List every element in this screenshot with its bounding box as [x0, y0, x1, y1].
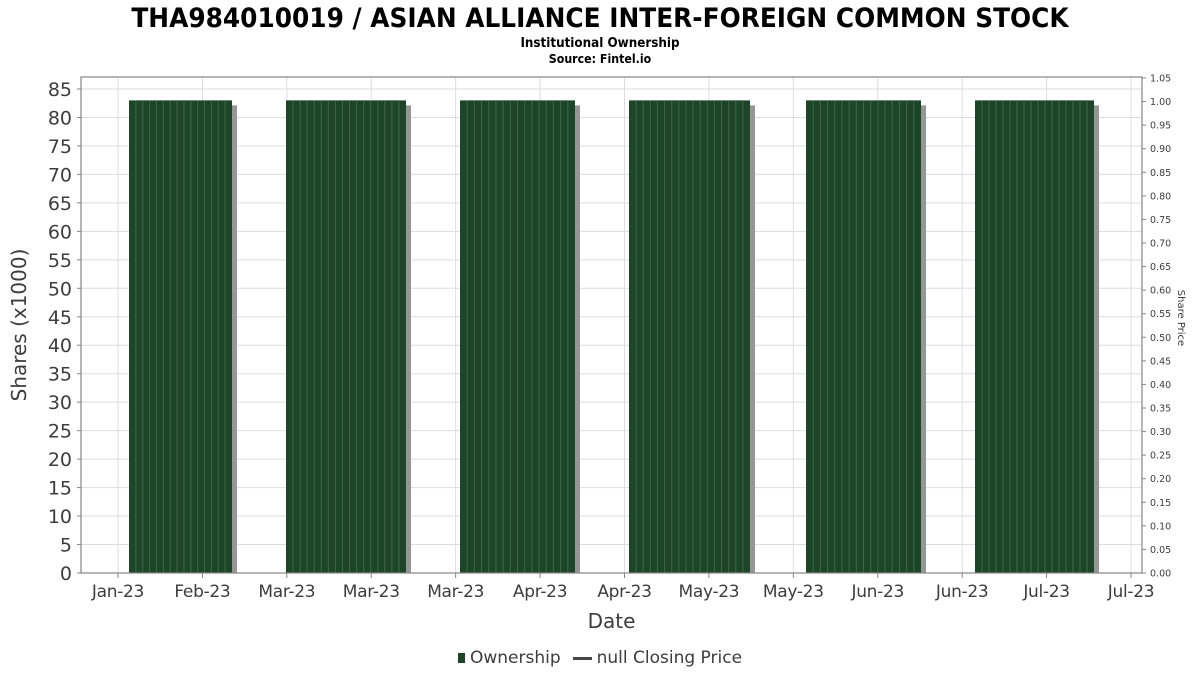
plot-border [80, 76, 1143, 574]
y-right-tick-label: 0.50 [1150, 333, 1171, 344]
x-tick-label: Mar-23 [258, 582, 315, 602]
x-tick-label: May-23 [679, 582, 740, 602]
y-left-tick-label: 5 [60, 535, 72, 557]
x-tick-label: Jun-23 [935, 582, 989, 602]
y-right-tick-label: 0.40 [1150, 380, 1171, 391]
bar-group [629, 100, 750, 573]
y-left-tick-label: 55 [48, 250, 72, 272]
y-right-tick-label: 0.00 [1150, 569, 1171, 580]
y-axis-label-right: Share Price [1175, 290, 1186, 346]
y-right-tick-label: 0.95 [1150, 121, 1171, 132]
x-tick-label: Jun-23 [850, 582, 904, 602]
y-left-tick-label: 30 [48, 392, 72, 414]
y-left-tick-label: 20 [48, 449, 72, 471]
y-left-tick-label: 25 [48, 421, 72, 443]
x-tick-label: Apr-23 [513, 582, 567, 602]
y-right-tick-label: 0.20 [1150, 474, 1171, 485]
x-tick-label: Jul-23 [1107, 582, 1154, 602]
y-left-tick-label: 85 [48, 79, 72, 101]
x-tick-label: May-23 [763, 582, 824, 602]
y-right-tick-label: 1.00 [1150, 97, 1171, 108]
y-left-tick-label: 65 [48, 193, 72, 215]
y-left-tick-label: 60 [48, 221, 72, 243]
x-tick-label: Apr-23 [597, 582, 651, 602]
x-tick-label: Jul-23 [1022, 582, 1069, 602]
y-right-tick-label: 0.65 [1150, 262, 1171, 273]
x-tick-label: Feb-23 [174, 582, 230, 602]
legend: Ownership null Closing Price [0, 644, 1200, 672]
y-right-tick-label: 1.05 [1150, 74, 1171, 85]
y-right-tick-label: 0.70 [1150, 239, 1171, 250]
y-right-tick-label: 0.60 [1150, 286, 1171, 297]
y-left-tick-label: 0 [60, 563, 72, 585]
y-right-tick-label: 0.30 [1150, 427, 1171, 438]
y-left-tick-label: 70 [48, 164, 72, 186]
chart-title: THA984010019 / ASIAN ALLIANCE INTER-FORE… [131, 3, 1069, 34]
y-right-tick-label: 0.55 [1150, 309, 1171, 320]
y-axis-right: 0.00 0.05 0.10 0.15 0.20 0.25 0.30 0.35 0.40 0.45… [1142, 74, 1171, 580]
y-left-tick-label: 15 [48, 478, 72, 500]
y-right-tick-label: 0.25 [1150, 451, 1171, 462]
y-right-tick-label: 0.35 [1150, 404, 1171, 415]
y-axis-left: 0 5 10 15 20 25 30 35 40 45 50 55 60 65 70 75 80 85 [48, 79, 81, 585]
legend-item-ownership: Ownership [457, 648, 561, 668]
y-right-tick-label: 0.80 [1150, 191, 1171, 202]
y-left-tick-label: 35 [48, 364, 72, 386]
y-left-tick-label: 80 [48, 107, 72, 129]
closing-price-line-icon [572, 656, 592, 660]
y-right-tick-label: 0.90 [1150, 144, 1171, 155]
bar-group [129, 100, 232, 573]
bar-group [975, 100, 1094, 573]
legend-item-closing-price: null Closing Price [572, 648, 743, 668]
y-left-tick-label: 50 [48, 278, 72, 300]
legend-label-closing-price: null Closing Price [596, 648, 743, 668]
x-axis: Jan-23 Feb-23 Mar-23 Mar-23 Mar-23 Apr-23 Apr-… [91, 573, 1155, 602]
bar-group [286, 100, 406, 573]
chart-subtitle: Institutional Ownership [520, 36, 680, 51]
legend-label-ownership: Ownership [469, 648, 561, 668]
y-left-tick-label: 40 [48, 335, 72, 357]
y-right-tick-label: 0.15 [1150, 498, 1171, 509]
y-right-tick-label: 0.10 [1150, 521, 1171, 532]
y-left-tick-label: 10 [48, 506, 72, 528]
y-right-tick-label: 0.45 [1150, 356, 1171, 367]
chart-source: Source: Fintel.io [548, 52, 652, 66]
y-axis-label-left: Shares (x1000) [7, 249, 31, 402]
y-right-tick-label: 0.85 [1150, 168, 1171, 179]
y-left-tick-label: 75 [48, 136, 72, 158]
y-right-tick-label: 0.05 [1150, 545, 1171, 556]
y-right-tick-label: 0.75 [1150, 215, 1171, 226]
x-tick-label: Mar-23 [343, 582, 400, 602]
ownership-swatch-icon [457, 653, 465, 663]
ownership-bars [129, 100, 1099, 573]
x-tick-label: Jan-23 [91, 582, 144, 602]
x-axis-label: Date [588, 609, 636, 633]
y-left-tick-label: 45 [48, 307, 72, 329]
x-tick-label: Mar-23 [427, 582, 484, 602]
